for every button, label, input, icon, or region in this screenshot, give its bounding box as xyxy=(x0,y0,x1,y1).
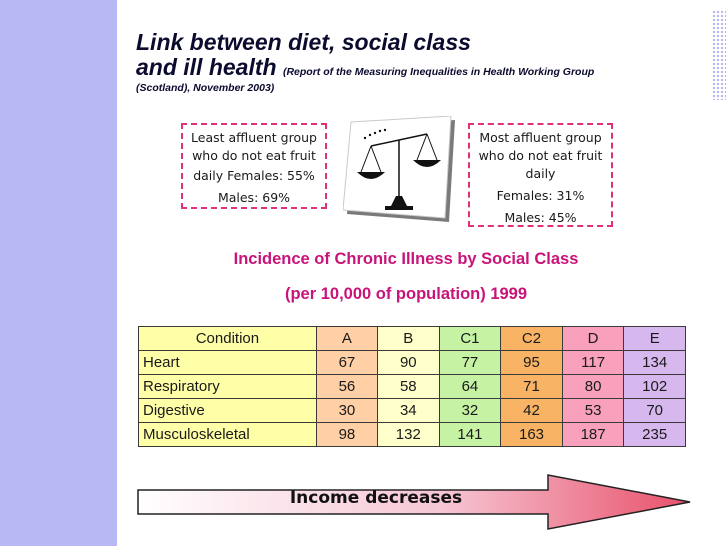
cell-condition: Musculoskeletal xyxy=(138,422,317,447)
most-affluent-note: Most affluent group who do not eat fruit… xyxy=(468,123,613,227)
right-decorative-strip xyxy=(709,0,728,546)
cell-C1: 32 xyxy=(438,398,502,423)
cell-D: 187 xyxy=(561,422,625,447)
table-header-row: Condition A B C1 C2 D E xyxy=(138,326,686,351)
income-decreases-label: Income decreases xyxy=(289,488,463,508)
cell-C1: 141 xyxy=(438,422,502,447)
cell-E: 102 xyxy=(623,374,686,399)
title-line-2: and ill health xyxy=(136,54,277,80)
cell-A: 67 xyxy=(315,350,379,375)
most-affluent-line-2: who do not eat fruit xyxy=(478,148,603,163)
cell-condition: Respiratory xyxy=(138,374,317,399)
header-A: A xyxy=(315,326,379,351)
header-D: D xyxy=(561,326,625,351)
cell-D: 117 xyxy=(561,350,625,375)
least-affluent-line-2: who do not eat fruit xyxy=(192,148,316,163)
cell-E: 235 xyxy=(623,422,686,447)
illness-table: Condition A B C1 C2 D E Heart 67 90 77 9… xyxy=(138,326,686,447)
chart-section-title: Incidence of Chronic Illness by Social C… xyxy=(233,250,579,268)
most-affluent-line-3: daily xyxy=(525,166,556,181)
scales-of-justice-icon xyxy=(343,116,455,222)
cell-D: 80 xyxy=(561,374,625,399)
cell-E: 70 xyxy=(623,398,686,423)
cell-A: 98 xyxy=(315,422,379,447)
chart-section-subtitle: (per 10,000 of population) 1999 xyxy=(284,285,528,303)
most-affluent-line-5: Males: 45% xyxy=(504,210,577,225)
income-arrow-icon xyxy=(137,474,691,530)
least-affluent-note: Least affluent group who do not eat frui… xyxy=(181,123,327,209)
cell-condition: Heart xyxy=(138,350,317,375)
most-affluent-line-1: Most affluent group xyxy=(479,130,602,145)
cell-C2: 95 xyxy=(500,350,563,375)
cell-B: 34 xyxy=(377,398,440,423)
cell-A: 56 xyxy=(315,374,379,399)
table-row: Digestive 30 34 32 42 53 70 xyxy=(138,398,686,423)
cell-A: 30 xyxy=(315,398,379,423)
left-strip-edge xyxy=(117,0,123,546)
cell-C2: 71 xyxy=(500,374,563,399)
title-line-1: Link between diet, social class xyxy=(136,29,471,55)
title-source-1: (Report of the Measuring Inequalities in… xyxy=(282,66,595,78)
table-row: Musculoskeletal 98 132 141 163 187 235 xyxy=(138,422,686,447)
header-C1: C1 xyxy=(438,326,502,351)
header-B: B xyxy=(377,326,440,351)
table-row: Respiratory 56 58 64 71 80 102 xyxy=(138,374,686,399)
least-affluent-line-3: daily Females: 55% xyxy=(193,168,315,183)
cell-B: 90 xyxy=(377,350,440,375)
most-affluent-line-4: Females: 31% xyxy=(496,188,585,203)
cell-C1: 64 xyxy=(438,374,502,399)
least-affluent-line-1: Least affluent group xyxy=(191,130,317,145)
header-E: E xyxy=(623,326,686,351)
title-source-2: (Scotland), November 2003) xyxy=(136,82,275,94)
right-dot-pattern xyxy=(712,10,726,100)
cell-condition: Digestive xyxy=(138,398,317,423)
cell-C2: 42 xyxy=(500,398,563,423)
table-row: Heart 67 90 77 95 117 134 xyxy=(138,350,686,375)
least-affluent-line-4: Males: 69% xyxy=(217,190,291,205)
cell-E: 134 xyxy=(623,350,686,375)
header-condition: Condition xyxy=(138,326,317,351)
header-C2: C2 xyxy=(500,326,563,351)
cell-D: 53 xyxy=(561,398,625,423)
left-decorative-strip xyxy=(0,0,117,546)
cell-C1: 77 xyxy=(438,350,502,375)
cell-C2: 163 xyxy=(500,422,563,447)
cell-B: 58 xyxy=(377,374,440,399)
cell-B: 132 xyxy=(377,422,440,447)
slide-title: Link between diet, social class and ill … xyxy=(136,30,706,95)
